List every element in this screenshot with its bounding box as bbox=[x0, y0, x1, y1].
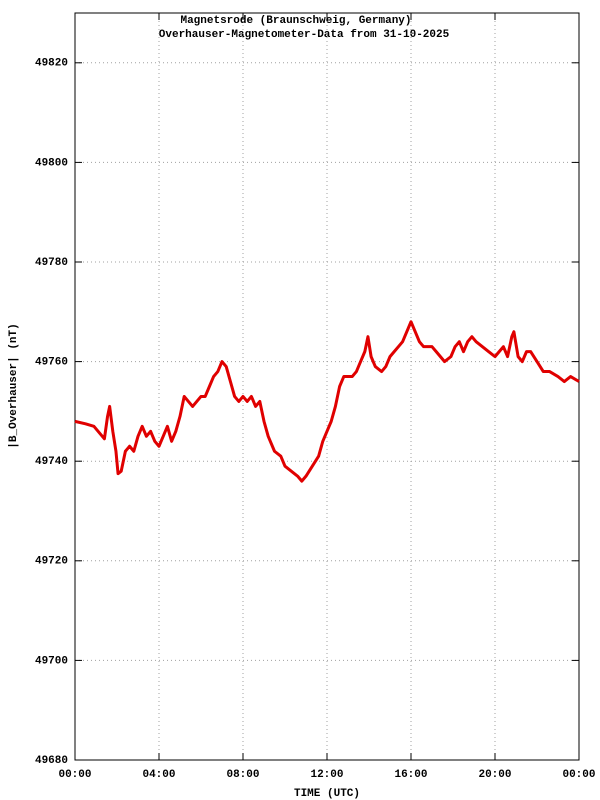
y-tick-label: 49680 bbox=[35, 755, 68, 767]
chart-subtitle: Overhauser-Magnetometer-Data from 31-10-… bbox=[159, 29, 450, 41]
x-tick-label: 08:00 bbox=[226, 769, 259, 781]
y-tick-label: 49760 bbox=[35, 357, 68, 369]
x-tick-label: 12:00 bbox=[310, 769, 343, 781]
x-tick-label: 00:00 bbox=[58, 769, 91, 781]
y-tick-label: 49720 bbox=[35, 556, 68, 568]
x-tick-label: 00:00 bbox=[562, 769, 595, 781]
y-tick-label: 49780 bbox=[35, 257, 68, 269]
plot-frame bbox=[74, 12, 580, 761]
y-tick-label: 49820 bbox=[35, 58, 68, 70]
x-axis-label: TIME (UTC) bbox=[294, 788, 360, 800]
chart-title: Magnetsrode (Braunschweig, Germany) bbox=[180, 15, 411, 27]
y-tick-label: 49700 bbox=[35, 655, 68, 667]
x-tick-label: 20:00 bbox=[478, 769, 511, 781]
y-axis-label: |B_Overhauser| (nT) bbox=[8, 323, 20, 448]
data-line bbox=[74, 320, 580, 483]
x-tick-label: 04:00 bbox=[142, 769, 175, 781]
x-tick-label: 16:00 bbox=[394, 769, 427, 781]
y-tick-label: 49800 bbox=[35, 157, 68, 169]
y-tick-label: 49740 bbox=[35, 456, 68, 468]
